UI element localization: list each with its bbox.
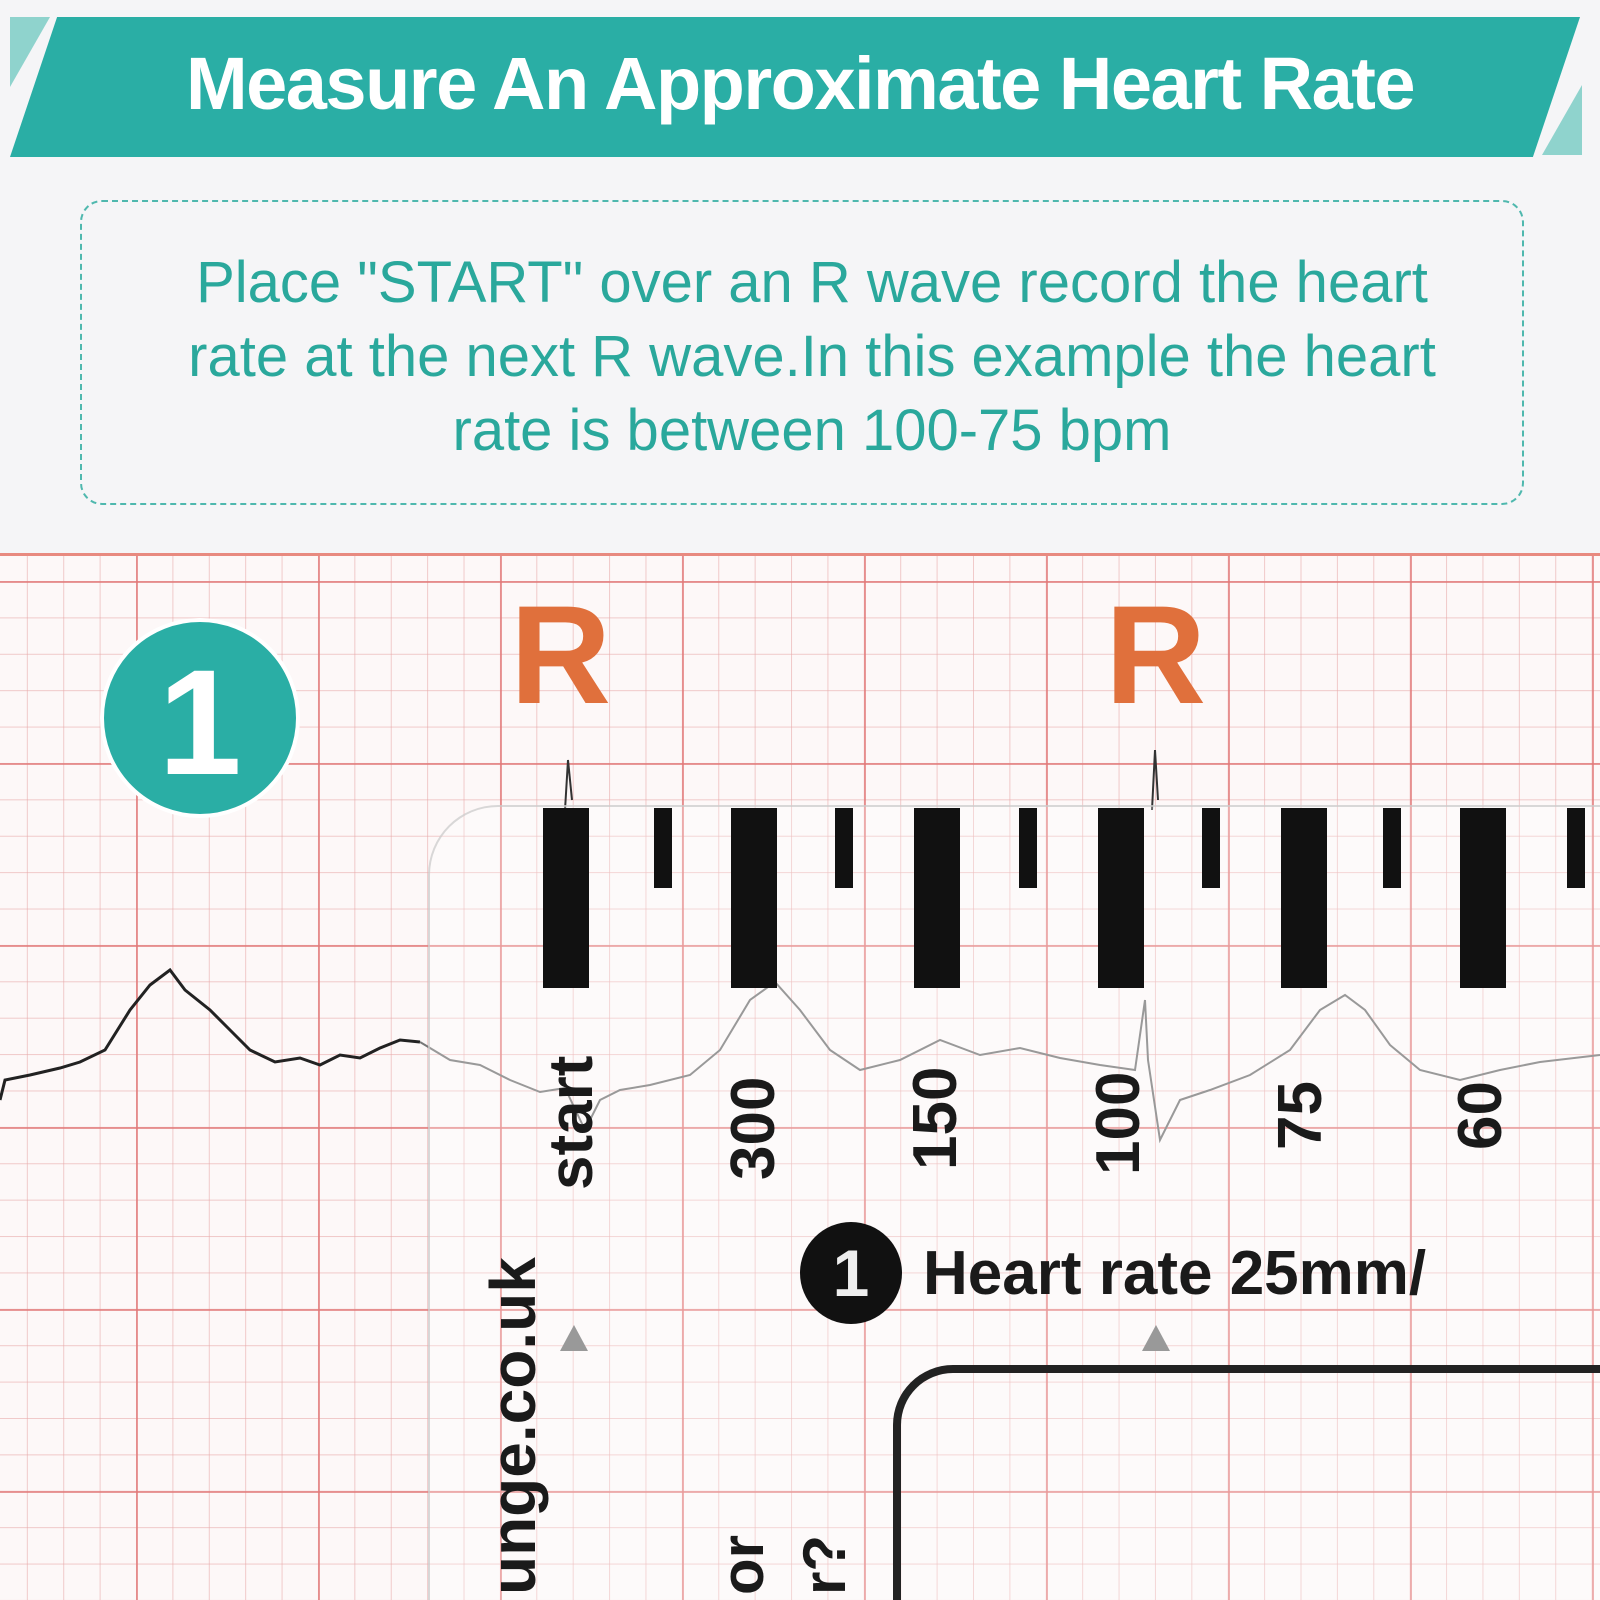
triangle-marker-icon	[560, 1325, 588, 1351]
ruler-inner-frame	[893, 1365, 1600, 1600]
r-wave-spike-1	[564, 759, 573, 811]
ecg-trace-line-under-ruler	[419, 980, 1600, 1144]
ruler-tick-major	[1281, 808, 1327, 988]
instruction-text: Place "START" over an R wave record the …	[188, 250, 1436, 463]
ruler-section-number: 1	[800, 1222, 902, 1324]
ruler-partial-text: or	[709, 1535, 776, 1595]
ecg-grid-paper	[0, 555, 1600, 1600]
ruler-tick-major	[731, 808, 777, 988]
ecg-ruler-card	[428, 805, 1600, 1600]
step-number-badge: 1	[100, 618, 300, 818]
ecg-trace-line-uncovered	[0, 967, 421, 1101]
ruler-website-text: unge.co.uk	[477, 1257, 549, 1595]
ruler-tick-minor	[1383, 808, 1401, 888]
title-banner: Measure An Approximate Heart Rate	[0, 15, 1600, 160]
triangle-marker-icon	[1142, 1325, 1170, 1351]
ruler-label-150: 150	[901, 1066, 970, 1170]
ruler-tick-minor	[835, 808, 853, 888]
instruction-box: Place "START" over an R wave record the …	[80, 200, 1524, 505]
ruler-tick-major	[1098, 808, 1144, 988]
ruler-tick-major	[914, 808, 960, 988]
ruler-partial-text: r?	[791, 1535, 858, 1595]
r-wave-spike-2	[1151, 749, 1159, 811]
banner-background	[10, 17, 1580, 157]
ruler-label-75: 75	[1266, 1081, 1335, 1150]
ruler-label-300: 300	[719, 1076, 788, 1180]
ruler-tick-major	[543, 808, 589, 988]
ecg-paper-edge	[0, 553, 1600, 556]
ruler-tick-minor	[1567, 808, 1585, 888]
ruler-label-60: 60	[1446, 1081, 1515, 1150]
r-wave-label-second: R	[1105, 576, 1207, 733]
ruler-tick-minor	[654, 808, 672, 888]
ruler-tick-minor	[1019, 808, 1037, 888]
r-wave-label-first: R	[510, 576, 612, 733]
ruler-label-start: start	[537, 1055, 606, 1190]
ruler-label-100: 100	[1084, 1071, 1153, 1175]
ruler-tick-minor	[1202, 808, 1220, 888]
ruler-tick-major	[1460, 808, 1506, 988]
ruler-section-title: Heart rate 25mm/	[923, 1239, 1427, 1308]
page-title: Measure An Approximate Heart Rate	[185, 42, 1416, 125]
